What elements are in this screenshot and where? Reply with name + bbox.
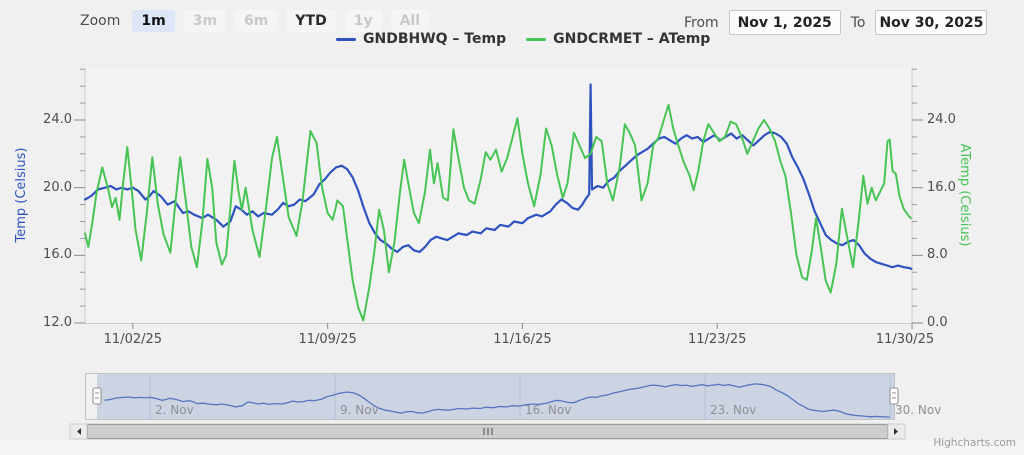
to-label: To xyxy=(850,14,866,31)
date-range-controls: From Nov 1, 2025 To Nov 30, 2025 xyxy=(684,10,988,35)
navigator-selected-range[interactable] xyxy=(97,374,894,419)
x-axis-label: 11/23/25 xyxy=(688,332,747,347)
left-arrow-icon xyxy=(77,428,81,435)
zoom-button-3m: 3m xyxy=(183,10,227,32)
navigator-date-label: 23. Nov xyxy=(710,403,757,417)
legend-label: GNDCRMET – ATemp xyxy=(553,31,711,47)
bottom-strip xyxy=(0,441,1024,455)
navigator-date-label: 30. Nov xyxy=(895,403,942,417)
right-arrow-icon xyxy=(894,428,898,435)
zoom-button-1y: 1y xyxy=(344,10,382,32)
right-axis-label: 24.0 xyxy=(927,112,956,127)
navigator-date-label: 9. Nov xyxy=(340,403,379,417)
legend-item-atemp[interactable]: GNDCRMET – ATemp xyxy=(526,31,710,47)
scrollbar xyxy=(69,423,906,440)
right-axis-ticks xyxy=(912,68,923,324)
navigator-date-label: 2. Nov xyxy=(155,403,194,417)
atemp-series-line[interactable] xyxy=(84,103,912,322)
x-axis-ticks xyxy=(132,323,913,329)
zoom-label: Zoom xyxy=(80,13,121,29)
navigator-series-line xyxy=(104,383,890,418)
x-axis-label: 11/16/25 xyxy=(493,332,552,347)
from-date-input[interactable]: Nov 1, 2025 xyxy=(728,10,841,35)
zoom-controls: Zoom 1m 3m 6m YTD 1y All xyxy=(80,10,430,32)
left-axis-label: 12.0 xyxy=(43,315,72,330)
left-axis-label: 20.0 xyxy=(43,179,72,195)
to-date-input[interactable]: Nov 30, 2025 xyxy=(875,10,988,35)
navigator xyxy=(85,373,899,420)
scrollbar-right-button[interactable] xyxy=(887,423,906,440)
zoom-buttons: 1m 3m 6m YTD 1y All xyxy=(132,10,430,32)
legend-line-marker xyxy=(336,37,356,41)
x-axis-label: 11/09/25 xyxy=(298,332,357,347)
legend-line-marker xyxy=(526,37,547,41)
from-label: From xyxy=(684,14,719,31)
legend: GNDBHWQ – Temp GNDCRMET – ATemp xyxy=(336,31,710,47)
left-axis-label: 16.0 xyxy=(43,247,72,263)
x-axis-label: 11/30/25 xyxy=(875,332,935,347)
right-axis-label: 16.0 xyxy=(927,179,956,195)
x-axis-label: 11/02/25 xyxy=(103,332,163,347)
right-axis-title: ATemp (Celsius) xyxy=(957,143,972,247)
left-axis-label: 24.0 xyxy=(43,111,72,127)
scrollbar-left-button[interactable] xyxy=(69,423,88,440)
zoom-button-1m[interactable]: 1m xyxy=(132,10,175,32)
left-axis-title: Temp (Celsius) xyxy=(14,147,29,243)
left-axis-ticks xyxy=(74,68,85,324)
zoom-button-6m: 6m xyxy=(235,10,278,32)
axes xyxy=(84,68,913,324)
navigator-handle-right[interactable] xyxy=(889,387,899,405)
right-axis-label: 0.0 xyxy=(927,315,948,330)
highcharts-credit-link[interactable]: Highcharts.com xyxy=(933,437,1016,449)
navigator-handle-left[interactable] xyxy=(92,387,102,405)
navigator-date-label: 16. Nov xyxy=(525,403,572,417)
temp-series-line[interactable] xyxy=(83,83,913,270)
legend-item-temp[interactable]: GNDBHWQ – Temp xyxy=(336,31,506,47)
legend-label: GNDBHWQ – Temp xyxy=(363,31,507,47)
right-axis-label: 8.0 xyxy=(927,247,948,263)
zoom-button-all: All xyxy=(390,10,430,32)
zoom-button-ytd[interactable]: YTD xyxy=(286,10,336,32)
plot-area[interactable] xyxy=(85,68,912,323)
